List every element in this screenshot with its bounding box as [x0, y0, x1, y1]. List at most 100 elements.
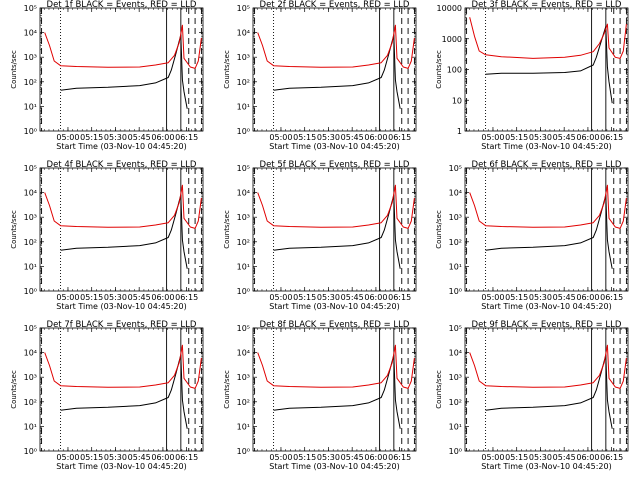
plot-frame	[464, 167, 629, 292]
chart-panel-2: Det 2f BLACK = Events, RED = LLD 10⁰ 10¹ 10…	[223, 0, 417, 151]
x-tick-label: 06:00	[576, 453, 599, 462]
y-tick-label: 10²	[24, 238, 37, 247]
lld-series-line	[469, 17, 627, 59]
x-tick-label: 06:15	[388, 453, 411, 462]
x-tick-label: 05:45	[553, 453, 576, 462]
y-tick-label: 10⁰	[237, 127, 250, 136]
plot-frame	[39, 7, 204, 132]
x-tick-label: 05:45	[128, 453, 151, 462]
y-tick-label: 10⁰	[237, 287, 250, 296]
chart-panel-4: Det 4f BLACK = Events, RED = LLD 10⁰ 10¹ 10…	[10, 160, 204, 311]
x-axis-label: Start Time (03-Nov-10 04:45:20)	[269, 302, 399, 311]
y-tick-label: 10⁰	[24, 287, 37, 296]
y-tick-label: 10³	[237, 53, 250, 62]
x-tick-label: 05:00	[481, 293, 504, 302]
y-tick-label: 10⁰	[24, 127, 37, 136]
x-tick-label: 05:30	[317, 133, 340, 142]
x-tick-label: 06:15	[600, 133, 623, 142]
y-axis-label: Counts/sec	[435, 50, 443, 89]
events-series-line	[60, 194, 188, 269]
x-tick-label: 05:15	[293, 293, 316, 302]
x-tick-label: 05:15	[505, 293, 528, 302]
x-tick-label: 05:15	[505, 133, 528, 142]
x-tick-label: 05:00	[481, 453, 504, 462]
y-tick-label: 10³	[24, 373, 37, 382]
x-tick-label: 05:15	[80, 453, 103, 462]
x-tick-label: 05:00	[56, 293, 79, 302]
plot-frame	[252, 7, 417, 132]
x-tick-label: 06:15	[600, 293, 623, 302]
lld-series-line	[469, 344, 627, 389]
x-tick-label: 05:30	[529, 133, 552, 142]
x-tick-label: 05:30	[104, 453, 127, 462]
chart-title: Det 1f BLACK = Events, RED = LLD	[47, 0, 197, 10]
plot-frame	[252, 167, 417, 292]
lld-series-line	[257, 344, 415, 389]
x-tick-label: 06:00	[576, 133, 599, 142]
x-tick-label: 05:30	[104, 133, 127, 142]
x-axis-label: Start Time (03-Nov-10 04:45:20)	[269, 142, 399, 151]
events-series-line	[485, 354, 613, 429]
y-axis-label: Counts/sec	[10, 50, 18, 89]
y-tick-label: 10²	[237, 238, 250, 247]
y-tick-label: 1000	[442, 35, 462, 44]
y-tick-label: 10⁴	[449, 189, 462, 198]
x-tick-label: 05:15	[80, 293, 103, 302]
x-tick-label: 05:00	[269, 293, 292, 302]
x-tick-label: 06:00	[151, 293, 174, 302]
x-tick-label: 05:45	[341, 293, 364, 302]
y-tick-label: 10¹	[449, 422, 462, 431]
y-tick-label: 10⁴	[24, 189, 37, 198]
y-tick-label: 10³	[24, 213, 37, 222]
chart-panel-6: Det 6f BLACK = Events, RED = LLD 10⁰ 10¹ 10…	[435, 160, 629, 311]
y-tick-label: 10	[452, 96, 462, 105]
y-tick-label: 10⁴	[449, 349, 462, 358]
x-tick-label: 05:15	[505, 453, 528, 462]
y-tick-label: 10²	[24, 398, 37, 407]
y-tick-label: 10³	[449, 373, 462, 382]
events-series-line	[60, 354, 188, 429]
x-tick-label: 06:15	[175, 133, 198, 142]
x-tick-label: 05:45	[128, 293, 151, 302]
x-axis-label: Start Time (03-Nov-10 04:45:20)	[269, 462, 399, 471]
y-tick-label: 10³	[24, 53, 37, 62]
chart-title: Det 2f BLACK = Events, RED = LLD	[260, 0, 410, 10]
x-tick-label: 06:15	[175, 293, 198, 302]
chart-title: Det 3f BLACK = Events, RED = LLD	[472, 0, 622, 10]
x-axis-label: Start Time (03-Nov-10 04:45:20)	[56, 462, 186, 471]
plot-frame	[464, 327, 629, 452]
y-tick-label: 10¹	[24, 102, 37, 111]
x-tick-label: 06:00	[151, 133, 174, 142]
x-tick-label: 05:45	[553, 133, 576, 142]
y-tick-label: 10²	[237, 398, 250, 407]
y-axis-label: Counts/sec	[435, 210, 443, 249]
events-series-line	[485, 194, 613, 269]
y-axis-label: Counts/sec	[10, 210, 18, 249]
x-axis-label: Start Time (03-Nov-10 04:45:20)	[481, 142, 611, 151]
y-tick-label: 10⁰	[449, 447, 462, 456]
x-tick-label: 05:15	[293, 133, 316, 142]
chart-title: Det 9f BLACK = Events, RED = LLD	[472, 320, 622, 330]
chart-title: Det 6f BLACK = Events, RED = LLD	[472, 160, 622, 170]
y-tick-label: 10³	[449, 213, 462, 222]
y-tick-label: 10⁴	[24, 29, 37, 38]
y-axis-label: Counts/sec	[435, 370, 443, 409]
events-series-line	[273, 194, 401, 269]
x-tick-label: 06:00	[576, 293, 599, 302]
x-tick-label: 05:00	[269, 133, 292, 142]
y-tick-label: 10⁴	[24, 349, 37, 358]
x-tick-label: 06:00	[364, 293, 387, 302]
x-axis-label: Start Time (03-Nov-10 04:45:20)	[481, 462, 611, 471]
x-tick-label: 05:15	[293, 453, 316, 462]
chart-panel-8: Det 8f BLACK = Events, RED = LLD 10⁰ 10¹ 10…	[223, 320, 417, 471]
x-tick-label: 05:45	[341, 453, 364, 462]
plot-frame	[252, 327, 417, 452]
chart-title: Det 4f BLACK = Events, RED = LLD	[47, 160, 197, 170]
plot-frame	[39, 167, 204, 292]
y-tick-label: 10⁵	[237, 4, 250, 13]
y-axis-label: Counts/sec	[223, 210, 231, 249]
y-tick-label: 10¹	[449, 262, 462, 271]
y-tick-label: 10⁴	[237, 29, 250, 38]
lld-series-line	[44, 344, 202, 389]
x-tick-label: 06:15	[388, 133, 411, 142]
